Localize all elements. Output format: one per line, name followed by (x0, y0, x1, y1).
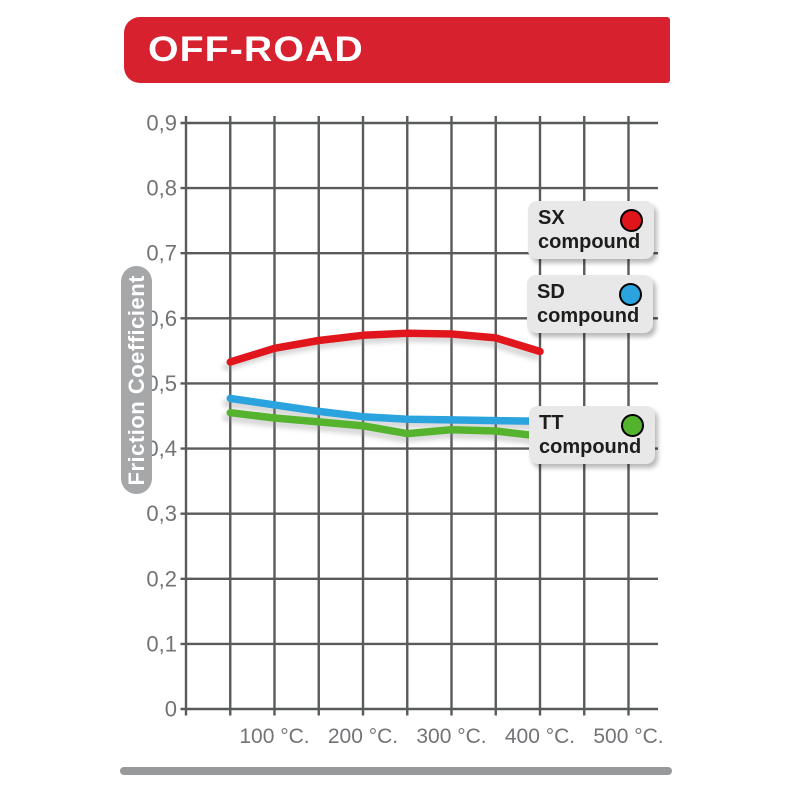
x-tick-label: 500 °C. (593, 725, 663, 748)
legend-sx-compound: SX compound (528, 201, 654, 259)
legend-tt-compound: TT compound (529, 406, 655, 464)
sx-compound-dot-icon (620, 209, 643, 232)
series-line-sx-compound (226, 329, 544, 366)
y-tick-label: 0 (165, 697, 177, 722)
x-tick-label: 100 °C. (239, 725, 309, 748)
y-tick-label: 0,1 (146, 631, 177, 656)
legend-sx-compound-label: compound (538, 231, 641, 253)
y-tick-label: 0,8 (146, 176, 177, 201)
legend-sd-name: SD (537, 281, 565, 303)
x-tick-label: 300 °C. (416, 725, 486, 748)
bottom-divider-bar (120, 767, 672, 775)
series-line-sd-compound (226, 394, 544, 425)
series-line-tt-compound (226, 408, 544, 440)
sd-compound-dot-icon (619, 283, 642, 306)
legend-sx-name: SX (538, 207, 565, 229)
y-tick-label: 0,7 (146, 241, 177, 266)
legend-tt-name: TT (539, 412, 564, 434)
series-group (226, 329, 544, 440)
y-axis-title-pill: Friction Coefficient (121, 266, 152, 494)
y-tick-label: 0,3 (146, 501, 177, 526)
y-tick-label: 0,9 (146, 111, 177, 136)
page-title: OFF-ROAD (148, 30, 364, 69)
y-tick-label: 0,2 (146, 566, 177, 591)
legend-sd-compound-label: compound (537, 305, 640, 327)
legend-tt-compound-label: compound (539, 436, 642, 458)
header-banner: OFF-ROAD (124, 17, 670, 83)
y-axis-title: Friction Coefficient (123, 274, 149, 486)
legend-sd-compound: SD compound (527, 275, 653, 333)
x-tick-label: 400 °C. (505, 725, 575, 748)
x-tick-label: 200 °C. (328, 725, 398, 748)
tt-compound-dot-icon (621, 414, 644, 437)
